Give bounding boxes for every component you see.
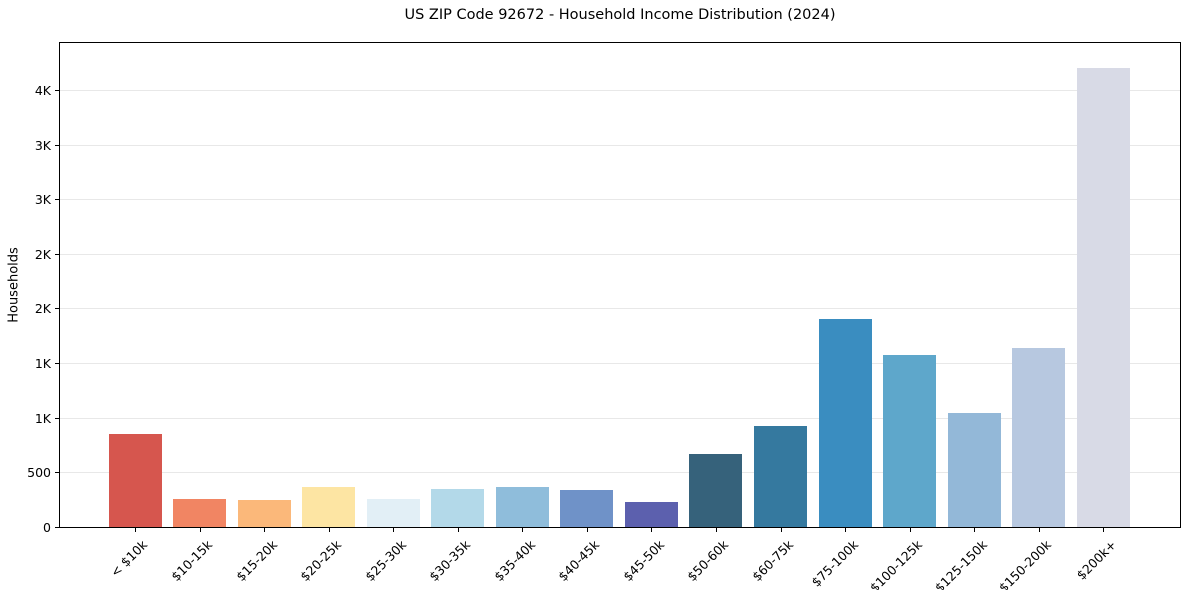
- bar: [302, 487, 356, 527]
- x-tick-label: $125-150k: [931, 537, 990, 590]
- y-gridline: [60, 363, 1180, 364]
- y-tick-mark: [55, 418, 59, 419]
- bar: [624, 501, 678, 527]
- x-tick-mark: [1103, 528, 1104, 532]
- y-tick-label: 1K: [34, 355, 51, 371]
- y-tick-mark: [55, 199, 59, 200]
- bar: [883, 355, 937, 527]
- y-tick-label: 4K: [34, 82, 51, 98]
- y-gridline: [60, 199, 1180, 200]
- bar: [1012, 348, 1066, 527]
- x-tick-label: $75-100k: [808, 537, 861, 590]
- y-tick-label: 2K: [34, 246, 51, 262]
- x-tick-mark: [974, 528, 975, 532]
- y-tick-label: 1K: [34, 410, 51, 426]
- y-tick-mark: [55, 363, 59, 364]
- x-tick-mark: [716, 528, 717, 532]
- x-tick-label: $10-15k: [168, 537, 216, 585]
- bar: [495, 487, 549, 527]
- x-tick-mark: [522, 528, 523, 532]
- x-tick-mark: [781, 528, 782, 532]
- x-tick-label: $30-35k: [426, 537, 474, 585]
- y-tick-label: 2K: [34, 300, 51, 316]
- x-tick-mark: [910, 528, 911, 532]
- x-tick-mark: [651, 528, 652, 532]
- x-tick-mark: [200, 528, 201, 532]
- x-tick-mark: [329, 528, 330, 532]
- chart-title: US ZIP Code 92672 - Household Income Dis…: [404, 7, 836, 23]
- x-tick-label: $50-60k: [684, 537, 732, 585]
- bar: [431, 489, 485, 527]
- y-gridline: [60, 472, 1180, 473]
- y-tick-label: 500: [27, 464, 51, 480]
- bar: [108, 434, 162, 527]
- bar: [1076, 67, 1130, 527]
- y-tick-label: 3K: [34, 191, 51, 207]
- x-tick-label: $45-50k: [619, 537, 668, 585]
- x-tick-mark: [587, 528, 588, 532]
- y-tick-mark: [55, 90, 59, 91]
- bar: [689, 453, 743, 527]
- y-gridline: [60, 308, 1180, 309]
- x-tick-label: $25-30k: [361, 537, 409, 585]
- y-tick-mark: [55, 472, 59, 473]
- y-gridline: [60, 418, 1180, 419]
- bar: [754, 425, 807, 527]
- y-gridline: [60, 90, 1180, 91]
- x-tick-label: $100-125k: [866, 537, 926, 590]
- y-tick-label: 0: [43, 519, 51, 535]
- x-tick-mark: [264, 528, 265, 532]
- x-tick-label: $150-200k: [996, 537, 1055, 590]
- x-tick-label: $15-20k: [232, 537, 280, 585]
- x-tick-label: $20-25k: [297, 537, 345, 585]
- x-tick-mark: [1039, 528, 1040, 532]
- y-tick-mark: [55, 527, 59, 528]
- bar: [560, 490, 614, 527]
- x-tick-label: $200k+: [1073, 537, 1119, 583]
- x-tick-label: $60-75k: [749, 537, 797, 585]
- y-tick-mark: [55, 254, 59, 255]
- bar: [947, 412, 1001, 527]
- y-tick-label: 3K: [34, 137, 51, 153]
- x-tick-mark: [393, 528, 394, 532]
- bar: [237, 500, 291, 527]
- bar: [818, 318, 872, 527]
- x-tick-mark: [135, 528, 136, 532]
- x-tick-mark: [458, 528, 459, 532]
- y-tick-mark: [55, 145, 59, 146]
- y-tick-mark: [55, 308, 59, 309]
- x-tick-label: < $10k: [107, 537, 151, 580]
- x-tick-label: $35-40k: [490, 537, 538, 585]
- x-tick-label: $40-45k: [555, 537, 603, 585]
- y-gridline: [60, 254, 1180, 255]
- y-gridline: [60, 145, 1180, 146]
- x-tick-mark: [845, 528, 846, 532]
- bar: [173, 498, 227, 527]
- bar: [366, 499, 420, 527]
